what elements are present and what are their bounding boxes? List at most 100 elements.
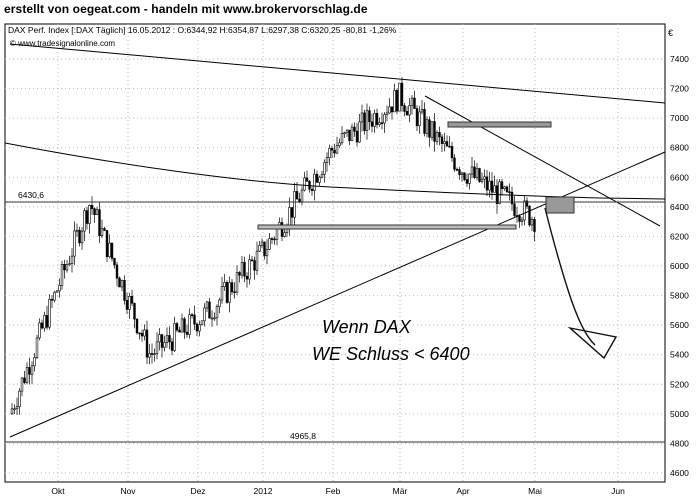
candle-body [318,176,321,183]
candle-body [485,176,489,191]
candle-body [213,317,216,320]
candle-body [240,262,244,276]
candle-body [443,141,446,144]
candle-body [195,323,199,332]
candle-body [228,282,231,303]
candle-body [165,335,169,343]
x-tick-label: Apr [456,486,469,496]
candle-body [173,323,176,351]
candle-body [203,307,206,322]
candle-body [55,290,59,293]
candle-body [18,390,21,407]
level-label-4966: 4965,8 [290,431,316,441]
candle-body [215,306,219,319]
candle-body [425,119,429,134]
candle-body [120,280,124,288]
candle-body [258,245,261,252]
candle-body [458,169,461,175]
candle-body [235,272,239,293]
candle-body [100,228,104,237]
y-tick-label: 6200 [670,231,689,241]
candle-body [320,173,324,178]
candle-body [163,342,166,348]
candle-body [490,180,494,193]
candle-body [370,121,374,127]
candle-body [483,176,486,180]
candle-body [270,238,274,240]
candle-body [268,238,271,250]
candle-body [303,177,306,191]
handwritten-note-line-2: WE Schluss < 6400 [312,344,470,364]
candle-body [210,317,214,320]
candle-body [83,210,86,232]
candle-body [105,230,109,258]
candle-body [283,232,286,237]
short-downtrend-line [424,95,661,227]
candle-body [20,377,24,392]
candle-body [448,145,451,148]
candle-body [160,334,164,348]
candle-body [80,230,84,244]
handwritten-note-line-1: Wenn DAX [322,317,412,337]
y-tick-label: 7400 [670,54,689,64]
candle-body [345,129,349,134]
candle-body [533,219,536,232]
candle-body [63,264,66,271]
candle-body [363,112,366,131]
candle-body [38,322,41,339]
x-tick-label: Jun [611,486,625,496]
y-tick-label: 5200 [670,379,689,389]
x-tick-label: Mär [393,486,408,496]
candle-body [438,132,441,138]
candle-body [470,166,474,175]
candle-body [85,210,89,224]
candle-body [45,315,49,328]
candle-body [148,353,151,358]
candle-body [393,90,396,113]
candle-body [440,136,444,144]
candle-body [478,168,481,182]
y-tick-label: 5800 [670,291,689,301]
candle-body [133,302,136,320]
candle-body [338,142,341,146]
candle-body [113,258,116,266]
candle-body [90,205,94,209]
candle-body [473,166,476,178]
candle-body [208,301,211,319]
candle-body [198,324,201,332]
candle-body [493,185,496,193]
candle-body [223,282,226,287]
candle-body [310,188,314,191]
candle-body [518,215,521,222]
candle-body [365,110,369,131]
candle-body [325,157,329,163]
candle-body [528,205,531,226]
candle-body [93,208,96,215]
candle-body [88,205,91,224]
candle-body [430,121,434,138]
candle-body [170,341,174,351]
candle-body [415,108,419,127]
candle-body [233,291,236,294]
candle-body [295,191,299,200]
support-box-6250 [257,224,517,230]
candle-body [255,250,259,271]
candle-body [143,329,146,337]
candle-body [200,320,204,326]
candle-body [238,272,241,276]
candle-body [530,219,534,226]
candle-body [253,260,256,271]
currency-symbol: € [668,28,673,38]
candle-body [378,122,381,125]
candle-body [125,300,129,310]
target-box-6400 [545,196,575,214]
moving-average-line [4,142,666,200]
candle-body [523,200,526,221]
candle-body [498,181,501,204]
candlesticks [10,77,536,416]
candle-body [150,353,154,355]
y-tick-label: 5000 [670,409,689,419]
candle-body [360,112,364,123]
hand-drawn-arrow [544,207,618,360]
candle-body [353,126,356,132]
